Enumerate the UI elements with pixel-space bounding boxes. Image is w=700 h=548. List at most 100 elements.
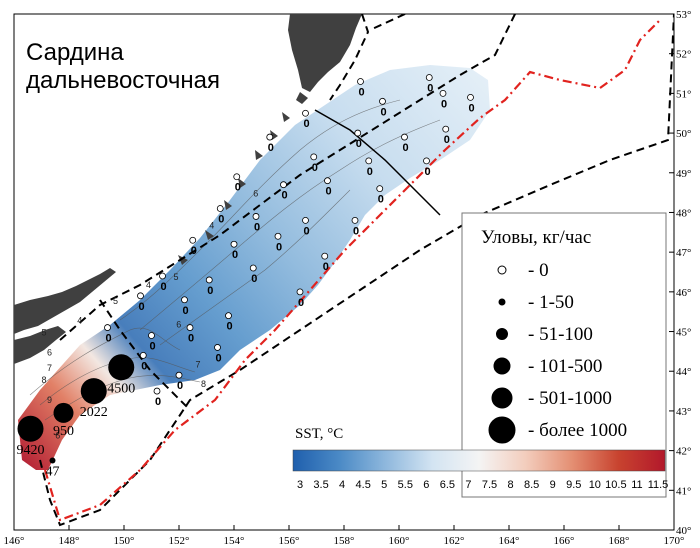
zero-station-marker: [186, 324, 194, 331]
boundary-lines: [39, 14, 674, 527]
colorbar-ramp: [292, 449, 666, 472]
zero-station-label: 0: [444, 134, 450, 146]
colorbar-tick-label: 6: [423, 479, 429, 491]
legend-label: - 0: [528, 260, 549, 281]
zero-station-marker: [442, 125, 450, 133]
zero-station-label: 0: [303, 118, 309, 130]
isotherm-label: 4: [209, 220, 214, 230]
isotherm-label: 9: [47, 395, 52, 405]
zero-station-marker: [137, 292, 144, 300]
zero-station-marker: [233, 173, 241, 181]
zero-station-label: 0: [215, 352, 221, 364]
lon-tick-label: 160°: [389, 535, 410, 547]
catch-label: 4500: [107, 381, 135, 396]
isotherm-label: 7: [47, 363, 52, 373]
colorbar-tick-label: 10: [589, 479, 601, 491]
zero-station-marker: [365, 157, 373, 165]
catch-legend: Уловы, кг/час - 0 - 1-50 - 51-100 - 101-500…: [461, 212, 667, 498]
lat-tick-label: 50°: [676, 128, 691, 140]
zero-station-marker: [439, 89, 447, 97]
lat-tick-label: 47°: [676, 247, 691, 259]
catch-marker: [108, 354, 135, 381]
zero-station-label: 0: [427, 83, 433, 95]
zero-station-marker: [324, 177, 331, 185]
hokkaido-land: [14, 326, 66, 364]
zero-station-marker: [266, 133, 274, 141]
zero-station-label: 0: [138, 301, 144, 313]
inner-dashed-line: [59, 14, 516, 341]
region-divider-line: [314, 109, 441, 216]
legend-symbol: [491, 387, 513, 409]
zero-station-label: 0: [155, 396, 161, 408]
catch-label: 950: [53, 424, 74, 439]
colorbar-ticks: 3 3.5 4 4.5 5 5.5 6 6.5 7 7.5 8 8.5 9 9.5 10 10.5 11 11.5: [297, 479, 668, 491]
zero-station-label: 0: [177, 380, 183, 392]
zero-station-label: 0: [268, 142, 274, 154]
lat-tick-label: 49°: [676, 168, 691, 180]
zero-station-label: 0: [367, 166, 373, 178]
zero-station-label: 0: [303, 225, 309, 237]
lon-tick-label: 146°: [4, 535, 25, 547]
north-dashed-line: [369, 14, 406, 31]
colorbar-tick-label: 4: [339, 479, 345, 491]
zero-station-label: 0: [312, 162, 318, 174]
zero-station-marker: [423, 157, 430, 165]
legend-symbol: [496, 328, 508, 340]
lat-tick-label: 45°: [676, 327, 691, 339]
isotherm-label: 6: [47, 347, 52, 357]
colorbar-tick-label: 5.5: [398, 479, 413, 491]
lon-tick-label: 152°: [169, 535, 190, 547]
zero-station-marker: [296, 288, 304, 296]
lon-tick-label: 158°: [334, 535, 355, 547]
legend-label: - 501-1000: [528, 388, 612, 409]
zero-station-marker: [302, 216, 309, 224]
colorbar-tick-label: 10.5: [605, 479, 626, 491]
lat-tick-label: 42°: [676, 446, 691, 458]
lat-tick-label: 53°: [676, 9, 691, 21]
zero-station-label: 0: [281, 190, 287, 202]
zero-station-label: 0: [218, 213, 224, 225]
isotherm-label: 4: [146, 280, 151, 290]
latitude-ticks: 40° 41° 42° 43° 44° 45° 46° 47° 48° 49° 50° 51° 52° 5…: [669, 9, 691, 537]
lat-tick-label: 52°: [676, 49, 691, 61]
zero-station-label: 0: [378, 194, 384, 206]
zero-station-label: 0: [276, 241, 282, 253]
colorbar-tick-label: 7.5: [482, 479, 497, 491]
colorbar-tick-label: 9.5: [566, 479, 581, 491]
lon-tick-label: 166°: [554, 535, 575, 547]
zero-station-marker: [467, 93, 474, 101]
zero-station-marker: [274, 232, 282, 240]
zero-station-marker: [357, 78, 364, 85]
zero-station-label: 0: [191, 245, 197, 257]
zero-station-label: 0: [182, 305, 188, 317]
zero-station-label: 0: [325, 186, 331, 198]
lon-tick-label: 148°: [59, 535, 80, 547]
legend-symbol: [493, 357, 511, 375]
isotherm-label: 5: [113, 296, 118, 306]
zero-station-label: 0: [232, 249, 238, 261]
zero-station-marker: [214, 344, 221, 351]
lat-tick-label: 41°: [676, 485, 691, 497]
zero-station-marker: [175, 371, 183, 379]
catch-label: 2022: [80, 405, 108, 420]
zero-station-label: 0: [207, 285, 213, 297]
colorbar-tick-label: 7: [465, 479, 471, 491]
zero-station-label: 0: [323, 261, 329, 273]
lon-tick-label: 150°: [114, 535, 135, 547]
zero-station-marker: [159, 272, 166, 280]
colorbar-title: SST, °C: [295, 426, 343, 442]
zero-station-marker: [354, 129, 362, 137]
zero-station-marker: [153, 387, 161, 395]
zero-station-marker: [205, 276, 213, 284]
zero-station-marker: [148, 332, 155, 339]
colorbar-tick-label: 8.5: [524, 479, 539, 491]
zero-station-label: 0: [235, 182, 241, 194]
map-title-line1: Сардина: [26, 39, 124, 66]
legend-label: - 51-100: [528, 324, 593, 345]
zero-station-label: 0: [356, 138, 362, 150]
lon-tick-label: 154°: [224, 535, 245, 547]
colorbar-tick-label: 11: [631, 479, 642, 491]
legend-label: - 1-50: [528, 292, 574, 313]
